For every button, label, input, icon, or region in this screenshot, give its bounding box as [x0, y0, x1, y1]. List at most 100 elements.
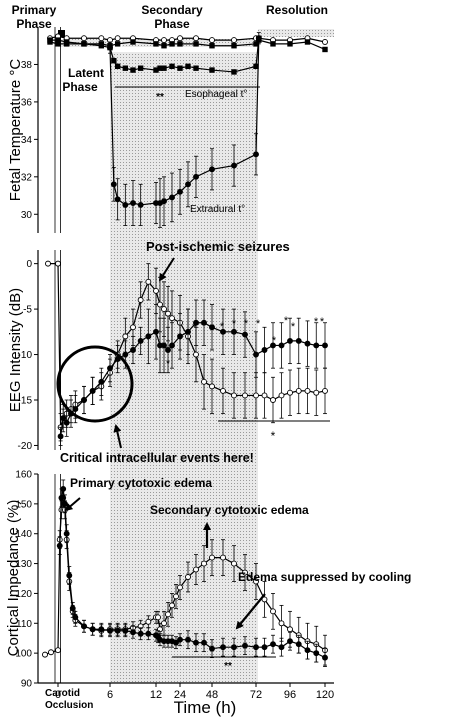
- y-tick-label: 160: [15, 470, 32, 481]
- data-point: [63, 530, 70, 537]
- data-point: [242, 569, 248, 576]
- data-point: [165, 347, 171, 353]
- data-point: [137, 297, 144, 303]
- data-point: [177, 333, 183, 340]
- data-point: [177, 188, 183, 195]
- data-point: [177, 35, 183, 42]
- data-point: [253, 351, 259, 358]
- data-point: [169, 315, 175, 322]
- data-point: [278, 644, 285, 651]
- significance-marker: *: [284, 315, 289, 327]
- data-point: [304, 340, 311, 347]
- primary-phase-line2: Phase: [16, 17, 52, 31]
- primary-edema-annotation: Primary cytotoxic edema: [70, 476, 212, 490]
- data-point: [231, 560, 237, 567]
- significance-marker: *: [193, 322, 198, 334]
- x-tick-label: 48: [206, 689, 218, 701]
- primary-phase-label: Primary Phase: [12, 3, 57, 31]
- resolution-phase-label: Resolution: [266, 3, 328, 17]
- data-point: [253, 392, 259, 399]
- data-point: [193, 35, 199, 42]
- panel-3: 90 100 110 120 130 140 150 160 Cortical Impedanc…: [5, 470, 334, 690]
- primary-edema-arrow: [64, 497, 81, 512]
- data-point: [145, 278, 152, 285]
- data-point: [231, 37, 237, 44]
- data-point: [278, 620, 285, 627]
- data-point: [161, 198, 167, 205]
- data-point: [98, 378, 105, 385]
- x-tick-label: 96: [284, 689, 296, 701]
- y-tick-label: 38: [21, 60, 33, 71]
- x-tick-label: 6: [107, 689, 113, 701]
- y-tick-label: 0: [26, 259, 32, 270]
- data-point: [304, 387, 311, 394]
- data-point: [81, 41, 87, 47]
- x-tick-label: 0: [55, 689, 61, 701]
- data-point: [66, 572, 73, 579]
- data-point: [165, 310, 171, 317]
- secondary-phase-bar: [122, 39, 258, 47]
- significance-marker: *: [244, 318, 249, 330]
- critical-events-annotation: Critical intracellular events here!: [60, 451, 254, 465]
- significance-marker: *: [271, 429, 276, 443]
- data-point: [313, 342, 320, 349]
- data-point: [193, 351, 199, 358]
- data-point: [107, 44, 113, 51]
- data-point: [130, 200, 136, 206]
- significance-marker: *: [232, 318, 237, 330]
- data-point: [304, 39, 311, 45]
- data-point: [231, 644, 237, 651]
- data-point: [169, 602, 175, 609]
- secondary-edema-annotation: Secondary cytotoxic edema: [150, 503, 309, 517]
- y-tick-label: -10: [18, 350, 33, 361]
- data-point: [209, 554, 215, 561]
- y-tick-label: 100: [15, 649, 32, 660]
- data-point: [161, 306, 167, 313]
- data-point: [287, 337, 293, 344]
- data-point: [137, 630, 144, 637]
- series-4: [107, 32, 262, 228]
- significance-marker: *: [220, 321, 225, 333]
- data-point: [201, 319, 207, 326]
- y-axis-label: Cortical Impedance (%): [5, 500, 22, 657]
- y-tick-label: 150: [15, 499, 32, 510]
- data-point: [55, 647, 61, 654]
- data-point: [270, 397, 276, 403]
- data-point: [122, 351, 129, 358]
- extradural-label: Extradural t°: [190, 204, 245, 215]
- data-point: [61, 500, 68, 507]
- data-point: [56, 542, 63, 549]
- data-point: [201, 639, 207, 646]
- data-point: [107, 365, 113, 372]
- y-tick-label: -15: [18, 396, 33, 407]
- data-point: [322, 654, 328, 661]
- data-point: [98, 43, 105, 49]
- data-point: [98, 35, 105, 42]
- y-tick-label: -5: [23, 305, 32, 316]
- data-point: [81, 623, 87, 630]
- data-point: [55, 260, 61, 267]
- latent-phase-label: Latent Phase: [62, 66, 104, 94]
- data-point: [145, 630, 152, 637]
- data-point: [270, 41, 276, 47]
- data-point: [242, 392, 248, 399]
- data-point: [122, 201, 129, 208]
- data-point: [185, 181, 191, 188]
- data-point: [295, 387, 302, 394]
- data-point: [295, 337, 302, 344]
- cooling-edema-arrow: [235, 593, 266, 630]
- data-point: [177, 65, 183, 71]
- data-point: [81, 35, 87, 42]
- data-point: [130, 629, 136, 636]
- y-tick-label: -20: [18, 441, 33, 452]
- data-point: [193, 639, 199, 646]
- data-point: [72, 614, 79, 621]
- data-point: [60, 415, 67, 422]
- data-point: [322, 387, 328, 394]
- data-point: [313, 650, 320, 657]
- data-point: [193, 173, 199, 180]
- critical-events-arrow: [113, 424, 122, 449]
- data-point: [313, 389, 320, 396]
